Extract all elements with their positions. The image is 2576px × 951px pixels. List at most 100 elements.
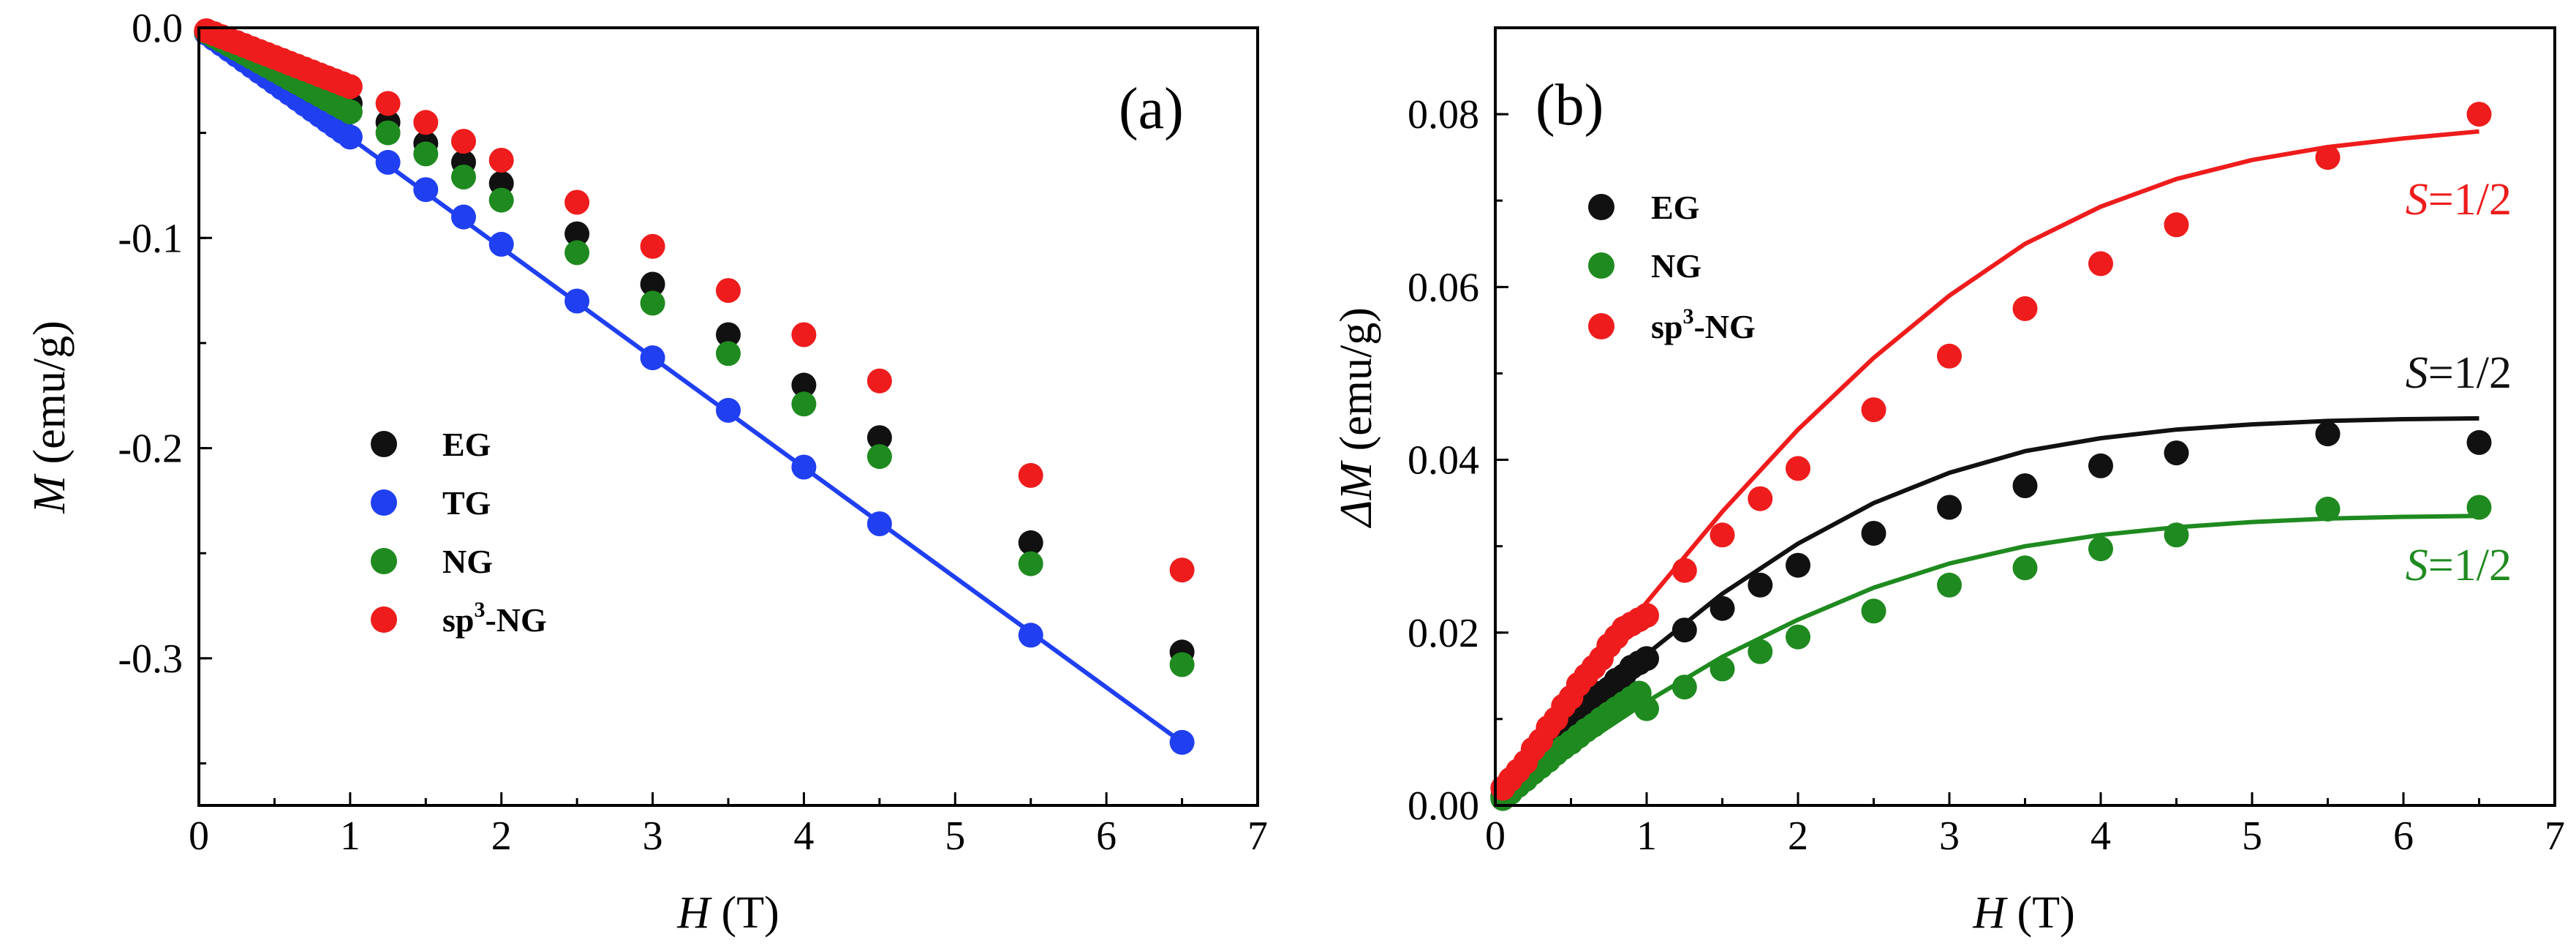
panel-a-legend-label-sp3-ng-pre: sp — [442, 601, 474, 639]
panel-a-point-sp3-ng — [564, 189, 590, 215]
panel-a-point-eg — [1018, 530, 1043, 555]
panel-a-point-tg — [413, 177, 439, 203]
panel-b-x-tick-label: 0 — [1485, 813, 1506, 859]
panel-a-point-eg — [716, 322, 741, 347]
panel-a-point-sp3-ng — [413, 110, 439, 135]
panel-b-point-sp3-ng — [2088, 251, 2113, 277]
panel-a-legend-label-sp3-ng: sp3-NG — [442, 598, 547, 639]
panel-a-point-tg — [451, 204, 476, 230]
panel-b-legend-label-sp3-ng-post: -NG — [1693, 308, 1755, 345]
panel-b-legend-marker-eg — [1588, 194, 1614, 220]
panel-b-legend-label-eg: EG — [1651, 189, 1699, 226]
panel-b-point-sp3-ng — [2466, 102, 2492, 127]
panel-a-point-sp3-ng — [375, 91, 401, 116]
panel-a-point-eg — [640, 271, 665, 297]
panel-a-point-sp3-ng — [1018, 462, 1043, 488]
panel-b-point-sp3-ng — [2315, 145, 2341, 170]
panel-b-fit-label-sp3-ng-value: =1/2 — [2428, 175, 2512, 225]
panel-b-point-ng — [1748, 639, 1773, 664]
panel-a-point-ng — [866, 444, 892, 470]
panel-b-point-ng — [1786, 624, 1810, 650]
panel-b-point-eg — [1672, 617, 1697, 643]
panel-a-point-ng — [451, 165, 476, 189]
panel-a-point-sp3-ng — [640, 233, 665, 259]
panel-b-x-tick-label: 7 — [2545, 813, 2565, 859]
panel-a-point-ng — [791, 391, 817, 417]
panel-b-fit-label-ng-var: S — [2406, 541, 2428, 590]
panel-a-point-ng — [413, 141, 439, 167]
panel-b-point-eg — [2164, 440, 2189, 466]
panel-b-point-eg — [1937, 495, 1962, 520]
panel-a-x-tick-label: 7 — [1247, 813, 1268, 859]
panel-a-point-eg — [564, 221, 590, 247]
panel-a-x-tick-label: 5 — [945, 813, 965, 859]
panel-a-x-axis-title: H (T) — [676, 888, 779, 938]
panel-b-y-axis-unit: (emu/g) — [1332, 307, 1381, 462]
panel-a-y-tick-label: -0.3 — [118, 636, 183, 682]
panel-b-fit-label-eg: S=1/2 — [2406, 348, 2512, 398]
panel-b-y-axis-var: ΔM — [1332, 460, 1381, 529]
panel-a-legend-label-ng: NG — [442, 543, 493, 580]
panel-a-legend-marker-ng — [371, 548, 397, 574]
panel-a-point-ng — [1018, 551, 1043, 576]
panel-b-point-sp3-ng — [1710, 522, 1735, 548]
panel-b-point-eg — [1861, 521, 1886, 546]
panel-b-fit-line-eg — [1493, 416, 2479, 808]
panel-a-fit-line-tg — [197, 26, 1184, 745]
panel-b-point-ng — [2012, 555, 2038, 581]
panel-a-point-tg — [564, 288, 590, 314]
panel-b-fit-line-sp3-ng — [1493, 129, 2479, 807]
panel-a-point-ng — [716, 341, 741, 367]
panel-a-x-axis-unit: (T) — [710, 888, 779, 938]
panel-b-x-tick-label: 1 — [1636, 813, 1657, 859]
panel-b-point-sp3-ng — [1748, 486, 1773, 511]
panel-b-x-tick-label: 4 — [2090, 813, 2111, 859]
panel-b-point-ng — [1937, 572, 1962, 598]
panel-a-y-tick-label: -0.1 — [118, 216, 183, 261]
panel-a-y-axis-var: M — [25, 473, 75, 514]
panel-a-point-ng — [640, 290, 665, 316]
panel-b-y-tick-label: 0.00 — [1408, 783, 1479, 829]
panel-a-point-tg — [791, 454, 817, 480]
panel-a-x-axis-var: H — [676, 888, 712, 938]
panel-b-fit-label-ng: S=1/2 — [2406, 541, 2512, 590]
panel-b-fit-label-ng-value: =1/2 — [2428, 541, 2512, 590]
panel-b-point-ng — [2164, 522, 2189, 548]
panel-a-legend-label-eg: EG — [442, 426, 491, 463]
panel-a-legend-label-tg: TG — [442, 484, 491, 522]
panel-b-y-tick-label: 0.02 — [1408, 611, 1479, 656]
panel-b-point-ng — [1672, 674, 1697, 700]
panel-b-x-tick-label: 3 — [1939, 813, 1960, 859]
panel-a-x-tick-label: 0 — [189, 813, 209, 859]
panel-b-legend-marker-sp3-ng — [1588, 313, 1614, 339]
panel-b-point-sp3-ng — [2012, 296, 2038, 321]
panel-b-x-axis-var: H — [1972, 888, 2008, 938]
panel-b-fit-label-sp3-ng: S=1/2 — [2406, 175, 2512, 225]
panel-b-x-tick-label: 2 — [1788, 813, 1808, 859]
panel-b-point-sp3-ng — [1937, 343, 1962, 369]
panel-b-point-ng — [1710, 656, 1735, 682]
panel-a-point-tg — [866, 511, 892, 536]
panel-a-plot-frame — [197, 26, 1259, 807]
panel-a-point-sp3-ng — [791, 322, 817, 347]
panel-a-point-ng — [375, 120, 401, 146]
panel-b-fit-label-eg-var: S — [2406, 348, 2428, 398]
panel-a-point-ng — [564, 240, 590, 266]
panel-b-point-sp3-ng — [1861, 397, 1886, 423]
panel-b-point-sp3-ng — [2164, 212, 2189, 238]
panel-a-point-tg — [716, 397, 741, 423]
panel-b-point-eg — [1786, 552, 1810, 578]
panel-b-plot-frame — [1494, 26, 2556, 807]
panel-a-point-eg — [791, 372, 817, 398]
panel-a-legend-marker-eg — [371, 431, 397, 457]
panel-a-legend: EG TG NG sp3-NG — [371, 426, 547, 639]
panel-a-point-ng — [337, 99, 363, 124]
panel-b-x-axis-unit: (T) — [2006, 888, 2075, 938]
panel-a-chart: 0 1 2 3 4 5 6 7 0.0 -0.1 -0.2 -0.3 (a) H (T) M (emu… — [25, 6, 1268, 938]
panel-a-legend-label-sp3-ng-post: -NG — [485, 601, 546, 639]
panel-a-legend-marker-tg — [371, 489, 397, 516]
panel-b-point-eg — [2315, 421, 2341, 447]
panel-a-y-tick-label: 0.0 — [132, 6, 183, 51]
panel-a-point-tg — [337, 124, 363, 150]
panel-b-legend-label-ng: NG — [1651, 247, 1701, 285]
